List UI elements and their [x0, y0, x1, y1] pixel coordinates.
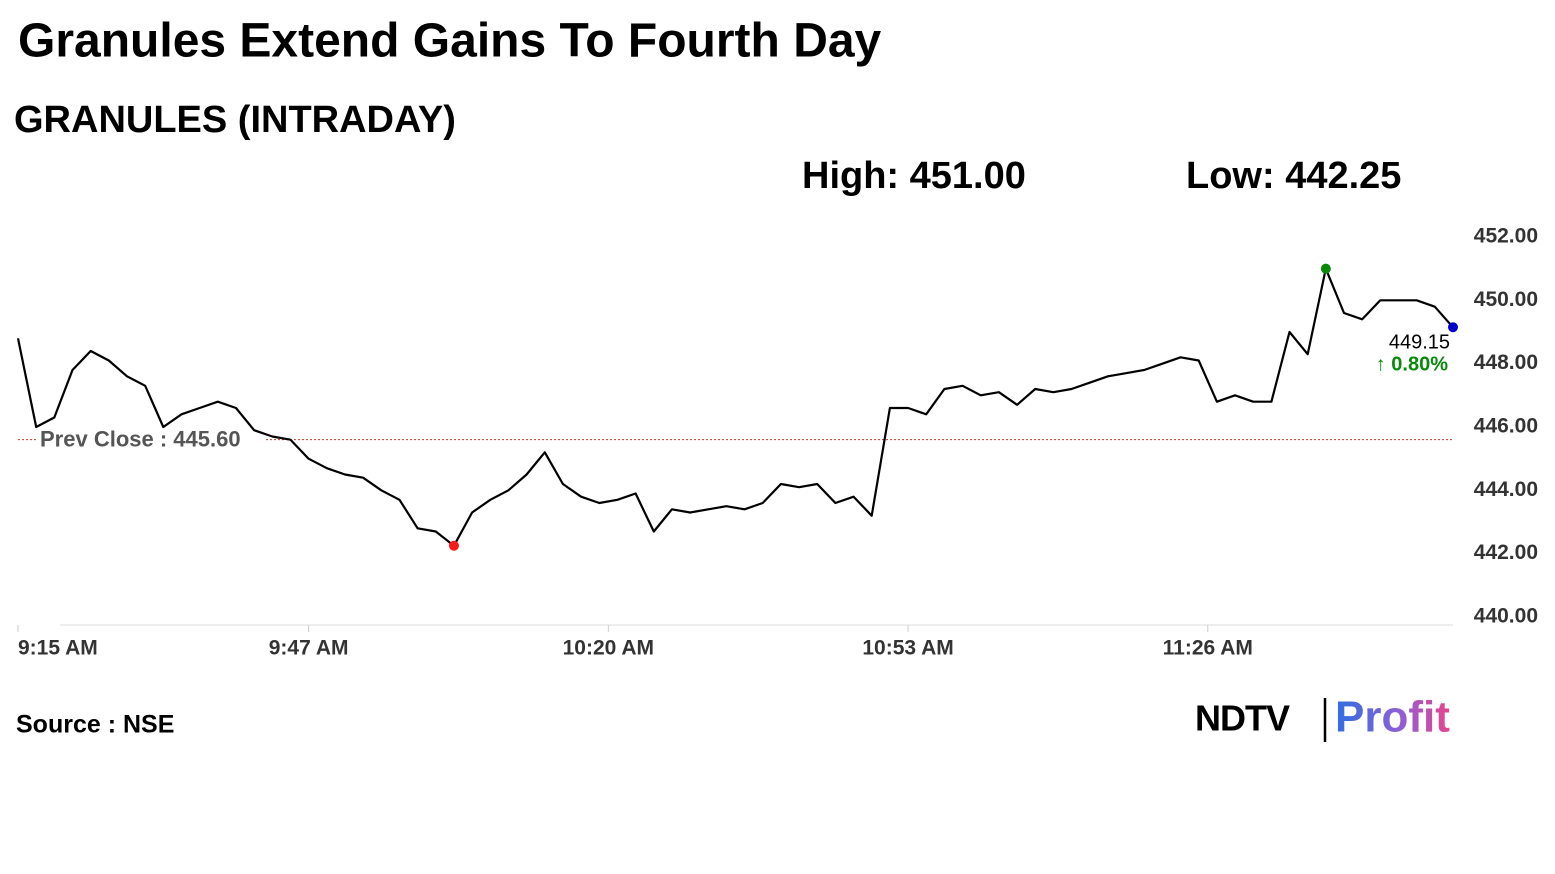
logo-left: NDTV [1195, 698, 1290, 739]
change-label: ↑ 0.80% [1376, 354, 1448, 376]
logo-right: Profit [1335, 693, 1450, 742]
x-tick-label: 11:26 AM [1163, 637, 1253, 660]
low-label: Low: 442.25 [1186, 155, 1401, 197]
marker-low [448, 540, 459, 551]
x-tick-label: 10:53 AM [862, 637, 953, 660]
last-value-label: 449.15 [1389, 332, 1450, 354]
y-tick-label: 442.00 [1474, 541, 1538, 564]
y-tick-label: 446.00 [1474, 415, 1538, 438]
y-tick-label: 450.00 [1474, 288, 1538, 311]
marker-last [1448, 322, 1458, 333]
reference-label: Prev Close : 445.60 [40, 426, 241, 451]
x-tick-label: 9:15 AM [18, 637, 98, 660]
chart-subtitle: GRANULES (INTRADAY) [14, 99, 456, 141]
y-tick-label: 452.00 [1474, 225, 1538, 248]
y-tick-label: 444.00 [1474, 478, 1538, 501]
reference-label-bg [36, 424, 264, 451]
x-tick-label: 10:20 AM [563, 637, 654, 660]
source: Source : NSE [16, 711, 174, 739]
x-tick-label: 9:47 AM [269, 637, 349, 660]
y-tick-label: 440.00 [1474, 605, 1538, 628]
price-line [16, 267, 1454, 547]
high-label: High: 451.00 [802, 155, 1026, 197]
y-tick-label: 448.00 [1474, 351, 1538, 374]
marker-high [1320, 263, 1331, 274]
chart-title: Granules Extend Gains To Fourth Day [18, 15, 882, 68]
